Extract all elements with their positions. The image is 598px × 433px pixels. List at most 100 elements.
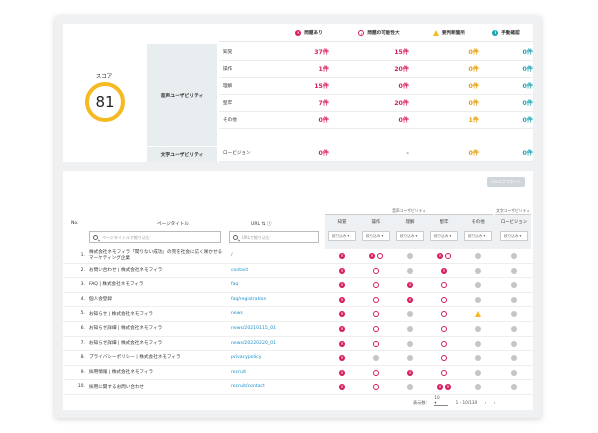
gray-circle-icon[interactable] <box>475 267 481 274</box>
x-circle-icon[interactable]: ✕ <box>339 369 345 376</box>
gray-circle-icon[interactable] <box>407 267 413 274</box>
gray-circle-icon[interactable] <box>511 369 517 376</box>
url-search-input[interactable]: URLで絞り込む <box>229 231 319 243</box>
row-url-link[interactable]: contact <box>231 267 249 273</box>
gray-circle-icon[interactable] <box>511 340 517 347</box>
filter-dropdown-perceivable[interactable]: 絞り込み ▾ <box>328 231 356 241</box>
gray-circle-icon[interactable] <box>407 384 413 391</box>
o-circle-icon[interactable] <box>373 384 379 391</box>
o-circle-icon[interactable] <box>445 253 451 259</box>
gray-circle-icon[interactable] <box>475 282 481 289</box>
gray-circle-icon[interactable] <box>475 253 481 259</box>
gray-circle-icon[interactable] <box>511 267 517 274</box>
gray-circle-icon[interactable] <box>475 369 481 376</box>
column-header-url[interactable]: URL ⇅ ⓘ <box>251 222 272 227</box>
x-circle-icon[interactable]: ✕ <box>407 282 413 289</box>
o-circle-icon[interactable] <box>373 282 379 289</box>
o-circle-icon[interactable] <box>441 296 447 303</box>
filter-dropdown-robust[interactable]: 絞り込み ▾ <box>430 231 458 241</box>
row-url-link[interactable]: recruit <box>231 369 247 375</box>
gray-circle-icon[interactable] <box>407 253 413 259</box>
gray-circle-icon[interactable] <box>511 326 517 332</box>
filter-dropdown-other[interactable]: 絞り込み ▾ <box>464 231 492 241</box>
warning-triangle-icon[interactable] <box>475 311 481 318</box>
table-row[interactable]: 4. 個人会登録 faq/registration ✕ ✕ <box>63 293 533 308</box>
gray-circle-icon[interactable] <box>475 326 481 332</box>
table-row[interactable]: 8. プライバシーポリシー | 株式会社ネモフィラ privacypolicy ✕ <box>63 351 533 366</box>
row-url-link[interactable]: / <box>231 253 233 258</box>
row-url-link[interactable]: news <box>231 311 243 317</box>
gray-circle-icon[interactable] <box>475 355 481 362</box>
sort-arrow-icon[interactable]: ⇅ <box>261 222 266 227</box>
o-circle-icon[interactable] <box>441 282 447 289</box>
o-circle-icon[interactable] <box>377 253 383 259</box>
next-page-button[interactable]: › <box>493 400 496 405</box>
o-circle-icon[interactable] <box>373 369 379 376</box>
x-circle-icon[interactable]: ✕ <box>441 267 447 274</box>
table-row[interactable]: 1. 株式会社ネモフィラ「間りない成功」の完を社会に広く咲かせるマーケティング企業… <box>63 249 533 264</box>
gray-circle-icon[interactable] <box>511 253 517 259</box>
o-circle-icon[interactable] <box>441 369 447 376</box>
table-row[interactable]: 9. 採用情報 | 株式会社ネモフィラ recruit ✕ ✕ <box>63 366 533 381</box>
gray-circle-icon[interactable] <box>475 384 481 391</box>
x-circle-icon[interactable]: ✕ <box>339 384 345 391</box>
gray-circle-icon[interactable] <box>373 355 379 362</box>
x-circle-icon[interactable]: ✕ <box>339 282 345 289</box>
gray-circle-icon[interactable] <box>511 384 517 391</box>
gray-circle-icon[interactable] <box>511 282 517 289</box>
o-circle-icon[interactable] <box>441 340 447 347</box>
gray-circle-icon[interactable] <box>407 340 413 347</box>
o-circle-icon[interactable] <box>373 326 379 332</box>
o-circle-icon[interactable] <box>441 326 447 332</box>
o-circle-icon[interactable] <box>373 311 379 318</box>
rows-per-page-select[interactable]: 10 ▾ <box>434 395 449 406</box>
csv-export-button[interactable]: CSVエクスポート <box>487 177 525 187</box>
gray-circle-icon[interactable] <box>511 355 517 362</box>
x-circle-icon[interactable]: ✕ <box>437 253 443 259</box>
row-url-link[interactable]: recruit/contact <box>231 384 265 390</box>
row-url-link[interactable]: faq/registration <box>231 296 267 302</box>
row-url-link[interactable]: privacypolicy <box>231 355 262 361</box>
gray-circle-icon[interactable] <box>511 296 517 303</box>
x-circle-icon[interactable]: ✕ <box>339 311 345 318</box>
x-circle-icon[interactable]: ✕ <box>445 384 451 391</box>
table-row[interactable]: 3. FAQ | 株式会社ネモフィラ faq ✕ ✕ <box>63 278 533 293</box>
row-url-link[interactable]: news/20220220_01 <box>231 340 276 346</box>
o-circle-icon[interactable] <box>373 340 379 347</box>
gray-circle-icon[interactable] <box>407 355 413 362</box>
row-number: 7. <box>80 340 85 346</box>
o-circle-icon[interactable] <box>373 267 379 274</box>
x-circle-icon[interactable]: ✕ <box>339 267 345 274</box>
table-row[interactable]: 6. お知らせ詳細 | 株式会社ネモフィラ news/20210115_01 ✕ <box>63 322 533 337</box>
x-circle-icon[interactable]: ✕ <box>339 340 345 347</box>
x-circle-icon[interactable]: ✕ <box>339 296 345 303</box>
o-circle-icon[interactable] <box>441 355 447 362</box>
title-search-input[interactable]: ページタイトルで絞り込む <box>89 231 221 243</box>
x-circle-icon[interactable]: ✕ <box>339 326 345 332</box>
o-circle-icon[interactable] <box>441 311 447 318</box>
subheader-understandable: 理解 <box>405 220 415 225</box>
table-row[interactable]: 2. お問い合わせ | 株式会社ネモフィラ contact ✕ ✕ <box>63 264 533 279</box>
filter-dropdown-understandable[interactable]: 絞り込み ▾ <box>396 231 424 241</box>
gray-circle-icon[interactable] <box>475 340 481 347</box>
x-circle-icon[interactable]: ✕ <box>407 296 413 303</box>
row-url-link[interactable]: faq <box>231 282 239 288</box>
filter-dropdown-low-vision[interactable]: 絞り込み ▾ <box>500 231 528 241</box>
gray-circle-icon[interactable] <box>407 311 413 318</box>
table-row[interactable]: 7. お知らせ詳細 | 株式会社ネモフィラ news/20220220_01 ✕ <box>63 337 533 352</box>
gray-circle-icon[interactable] <box>511 311 517 318</box>
help-icon[interactable]: ⓘ <box>266 222 272 227</box>
o-circle-icon[interactable] <box>373 296 379 303</box>
x-circle-icon[interactable]: ✕ <box>407 369 413 376</box>
prev-page-button[interactable]: ‹ <box>484 400 487 405</box>
x-circle-icon[interactable]: ✕ <box>339 355 345 362</box>
x-circle-icon[interactable]: ✕ <box>437 384 443 391</box>
gray-circle-icon[interactable] <box>475 296 481 303</box>
table-row[interactable]: 10. 採用に関するお問い合わせ recruit/contact ✕ ✕ ✕ <box>63 380 533 395</box>
filter-dropdown-operable[interactable]: 絞り込み ▾ <box>362 231 390 241</box>
x-circle-icon[interactable]: ✕ <box>369 253 375 259</box>
row-url-link[interactable]: news/20210115_01 <box>231 326 276 331</box>
gray-circle-icon[interactable] <box>407 326 413 332</box>
table-row[interactable]: 5. お知らせ | 株式会社ネモフィラ news ✕ <box>63 307 533 322</box>
x-circle-icon[interactable]: ✕ <box>339 253 345 259</box>
